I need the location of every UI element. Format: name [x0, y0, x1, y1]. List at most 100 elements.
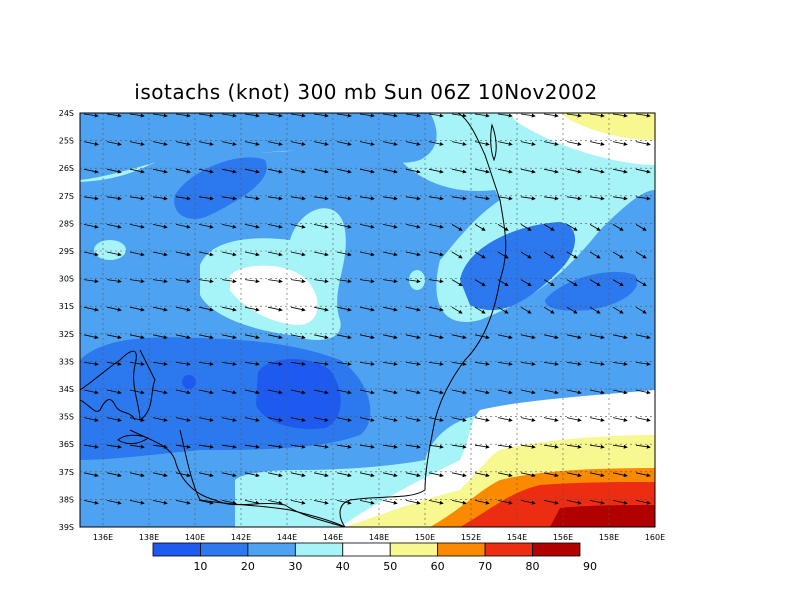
- wind-vector: [612, 113, 628, 118]
- wind-vector: [405, 361, 421, 366]
- wind-vector: [566, 306, 578, 314]
- fraser-island: [490, 123, 497, 162]
- wind-vector: [382, 168, 398, 174]
- wind-vector: [451, 306, 463, 314]
- wind-vectors: [83, 113, 651, 530]
- wind-vector: [520, 472, 536, 478]
- wind-vector: [336, 279, 352, 284]
- wind-vector: [497, 306, 509, 314]
- wind-vector: [635, 224, 647, 231]
- x-tick-label: 140E: [185, 533, 205, 542]
- wind-vector: [475, 528, 489, 530]
- wind-vector: [244, 500, 260, 505]
- wind-vector: [589, 224, 601, 231]
- x-tick-label: 144E: [277, 533, 297, 542]
- wind-vector: [543, 251, 555, 259]
- wind-vector: [497, 251, 509, 259]
- wind-vector: [405, 334, 421, 340]
- wind-vector: [244, 361, 260, 366]
- wind-vector: [635, 196, 651, 201]
- wind-vector: [337, 528, 351, 530]
- wind-vector: [83, 472, 99, 478]
- wind-vector: [152, 141, 168, 146]
- wind-vector: [382, 251, 398, 257]
- wind-vector: [497, 444, 513, 449]
- wind-vector: [84, 528, 98, 530]
- wind-vector: [405, 113, 421, 118]
- wind-vector: [520, 113, 536, 118]
- wind-vector: [267, 113, 283, 118]
- wind-vector: [544, 528, 558, 530]
- y-tick-label: 36S: [59, 440, 74, 449]
- wind-vector: [106, 251, 122, 257]
- wind-vector: [175, 306, 191, 312]
- x-axis-labels: 136E 138E 140E 142E 144E 146E 148E 150E 152E 154E…: [93, 533, 665, 542]
- wind-vector: [244, 113, 260, 118]
- wind-vector: [520, 224, 532, 231]
- wind-vector: [497, 389, 513, 395]
- wind-vector: [451, 168, 467, 174]
- wind-vector: [405, 196, 421, 201]
- wind-vector: [129, 500, 145, 505]
- y-tick-label: 29S: [59, 247, 74, 256]
- wind-vector: [612, 251, 624, 259]
- wind-vector: [543, 224, 555, 231]
- wind-vector: [497, 196, 513, 201]
- wind-vector: [198, 472, 214, 478]
- wind-vector: [175, 113, 191, 118]
- colorbar-label: 30: [288, 560, 302, 573]
- wind-vector: [497, 224, 509, 231]
- wind-vector: [635, 141, 651, 146]
- wind-vector: [497, 361, 513, 366]
- wind-vector: [474, 361, 490, 366]
- wind-vector: [290, 500, 306, 505]
- wind-vector: [153, 528, 167, 530]
- wind-vector: [313, 472, 329, 478]
- wind-vector: [106, 113, 122, 118]
- colorbar: 10 20 30 40 50 60 70 80 90: [152, 542, 597, 573]
- wind-vector: [129, 224, 145, 229]
- wind-vector: [83, 168, 99, 174]
- wind-vector: [221, 472, 237, 478]
- wind-vector: [635, 251, 647, 259]
- wind-vector: [612, 224, 624, 231]
- wind-vector: [382, 141, 398, 146]
- wind-vector: [566, 113, 582, 118]
- colorbar-swatch: [200, 542, 249, 557]
- wind-vector: [428, 417, 444, 422]
- contour-80-90: [550, 505, 655, 527]
- wind-vector: [359, 251, 375, 257]
- wind-vector: [382, 472, 398, 478]
- wind-vector: [589, 334, 605, 340]
- wind-vector: [83, 196, 99, 201]
- wind-vector: [198, 141, 214, 146]
- y-tick-label: 24S: [59, 109, 74, 118]
- wind-vector: [83, 306, 99, 312]
- wind-vector: [589, 196, 605, 201]
- wind-vector: [359, 196, 375, 201]
- wind-vector: [290, 279, 306, 284]
- wind-vector: [543, 417, 559, 422]
- wind-vector: [520, 168, 536, 174]
- wind-vector: [267, 389, 283, 395]
- wind-vector: [106, 389, 122, 395]
- wind-vector: [543, 141, 559, 146]
- wind-vector: [198, 113, 214, 118]
- wind-vector: [221, 196, 237, 201]
- wind-vector: [451, 224, 463, 231]
- wind-vector: [129, 472, 145, 478]
- wind-vector: [566, 389, 582, 395]
- wind-vector: [129, 141, 145, 146]
- y-tick-label: 30S: [59, 275, 74, 284]
- wind-vector: [451, 279, 463, 287]
- x-tick-label: 136E: [93, 533, 113, 542]
- wind-vector: [383, 528, 397, 530]
- wind-vector: [474, 251, 486, 259]
- wind-vector: [451, 417, 467, 422]
- wind-vector: [612, 500, 628, 505]
- x-tick-label: 152E: [461, 533, 481, 542]
- wind-vector: [152, 224, 168, 229]
- contour-0-10-small: [182, 375, 196, 389]
- wind-vector: [520, 389, 536, 395]
- wind-vector: [244, 196, 260, 201]
